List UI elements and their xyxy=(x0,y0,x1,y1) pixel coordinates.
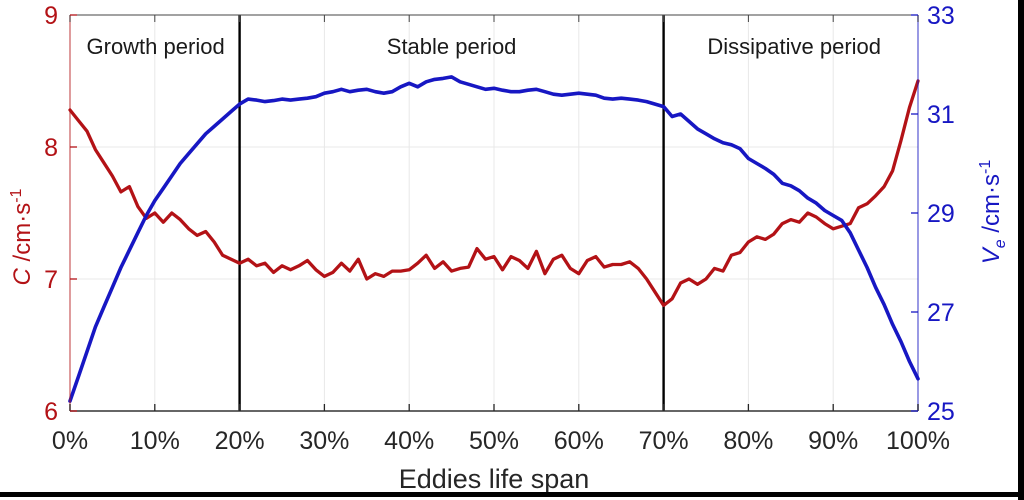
left-axis-unit: /cm·s xyxy=(9,203,36,268)
right-tick-label: 31 xyxy=(927,101,955,129)
x-tick-label: 50% xyxy=(469,427,519,455)
grid-layer xyxy=(70,15,918,411)
tick-mark-layer xyxy=(69,14,919,412)
right-tick-label: 29 xyxy=(927,200,955,228)
x-tick-label: 20% xyxy=(215,427,265,455)
period-divider-layer xyxy=(238,15,665,411)
period-label-growth: Growth period xyxy=(87,34,225,59)
right-axis-exponent: -1 xyxy=(977,160,994,174)
right-axis-title: Ve /cm·s-1 xyxy=(977,160,1009,265)
x-tick-label: 70% xyxy=(639,427,689,455)
left-tick-label: 8 xyxy=(44,134,58,162)
right-tick-label: 25 xyxy=(927,398,955,426)
right-tick-label: 27 xyxy=(927,299,955,327)
right-axis-symbol: V xyxy=(978,246,1005,264)
x-tick-label: 100% xyxy=(886,427,950,455)
tick-label-layer: 0% 10% 20% 30% 40% 50% 60% 70% 80% 90% 100% 6 7 8 9 25 2… xyxy=(44,2,955,455)
period-label-stable: Stable period xyxy=(387,34,517,59)
x-axis-title: Eddies life span xyxy=(399,464,590,494)
screenshot-border-bottom xyxy=(0,492,1024,497)
right-axis-unit: /cm·s xyxy=(978,174,1005,239)
left-tick-label: 6 xyxy=(44,398,58,426)
right-tick-label: 33 xyxy=(927,2,955,30)
c-curve xyxy=(68,79,920,308)
x-tick-label: 40% xyxy=(384,427,434,455)
x-tick-label: 80% xyxy=(723,427,773,455)
left-axis-symbol: C xyxy=(9,267,36,285)
left-tick-label: 9 xyxy=(44,2,58,30)
x-tick-label: 30% xyxy=(299,427,349,455)
left-axis-exponent: -1 xyxy=(8,188,25,202)
x-tick-label: 90% xyxy=(808,427,858,455)
right-axis-subscript: e xyxy=(992,239,1009,248)
screenshot-border-right xyxy=(1018,0,1024,500)
x-tick-label: 60% xyxy=(554,427,604,455)
x-tick-label: 0% xyxy=(52,427,88,455)
left-tick-label: 7 xyxy=(44,266,58,294)
period-label-dissipative: Dissipative period xyxy=(707,34,881,59)
curve-layer xyxy=(68,75,920,403)
x-tick-label: 10% xyxy=(130,427,180,455)
ve-curve xyxy=(68,75,920,403)
left-axis-title: C /cm·s-1 xyxy=(8,188,36,285)
